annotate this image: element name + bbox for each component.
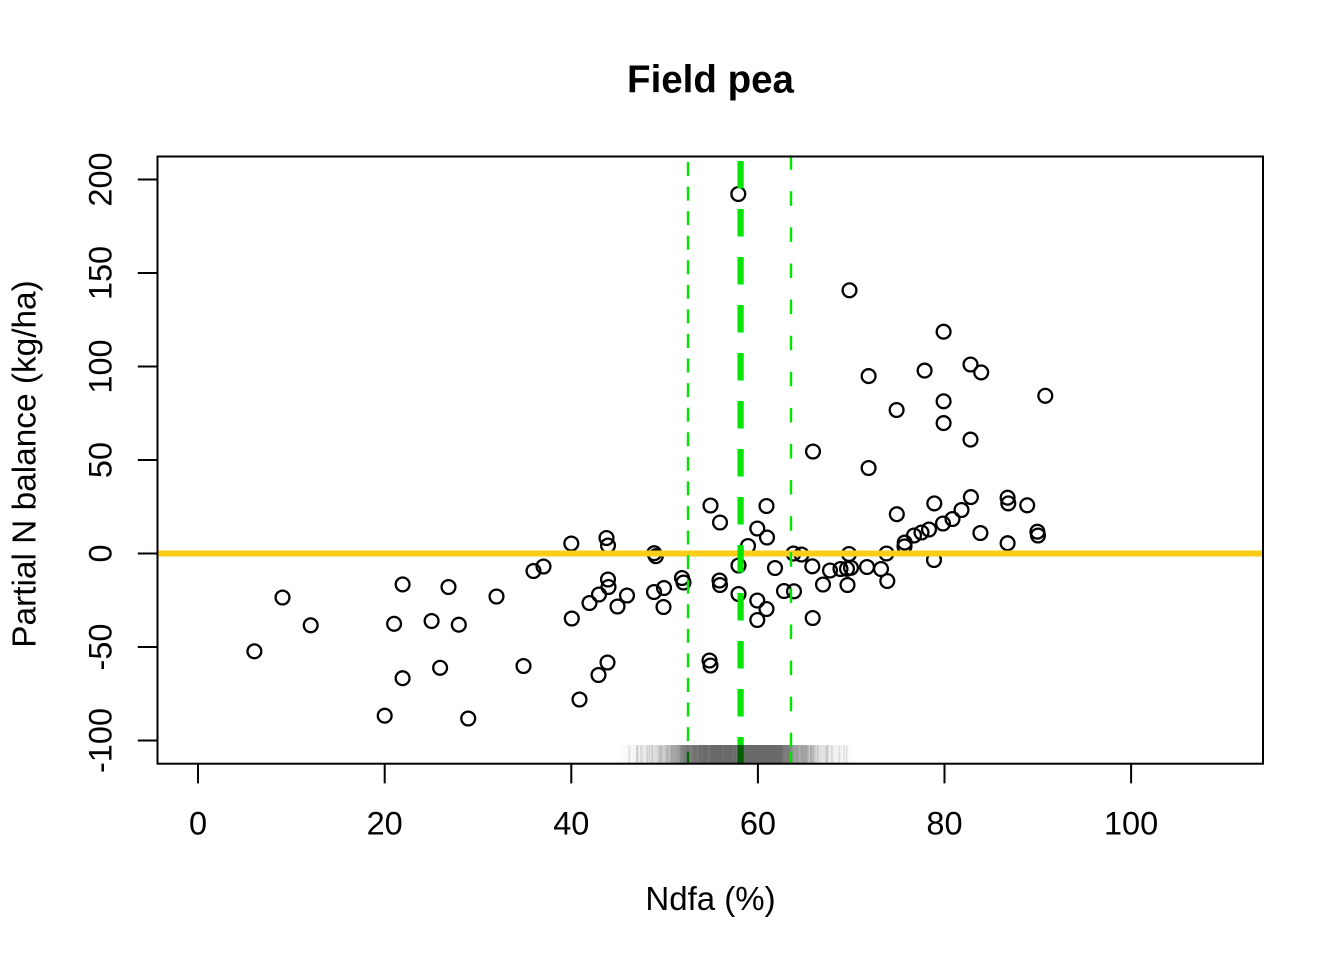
svg-text:50: 50	[83, 442, 119, 478]
svg-text:40: 40	[553, 805, 589, 841]
svg-text:-100: -100	[83, 708, 119, 773]
svg-text:Field pea: Field pea	[627, 59, 794, 102]
svg-text:0: 0	[83, 544, 119, 562]
svg-text:Ndfa (%): Ndfa (%)	[645, 880, 775, 917]
svg-text:20: 20	[367, 805, 403, 841]
svg-text:100: 100	[1104, 805, 1158, 841]
svg-text:100: 100	[83, 339, 119, 393]
svg-text:80: 80	[926, 805, 962, 841]
svg-text:60: 60	[740, 805, 776, 841]
svg-text:Partial N balance (kg/ha): Partial N balance (kg/ha)	[7, 280, 44, 647]
svg-text:150: 150	[83, 246, 119, 300]
svg-text:-50: -50	[83, 624, 119, 671]
svg-text:200: 200	[83, 152, 119, 206]
svg-text:0: 0	[189, 805, 207, 841]
